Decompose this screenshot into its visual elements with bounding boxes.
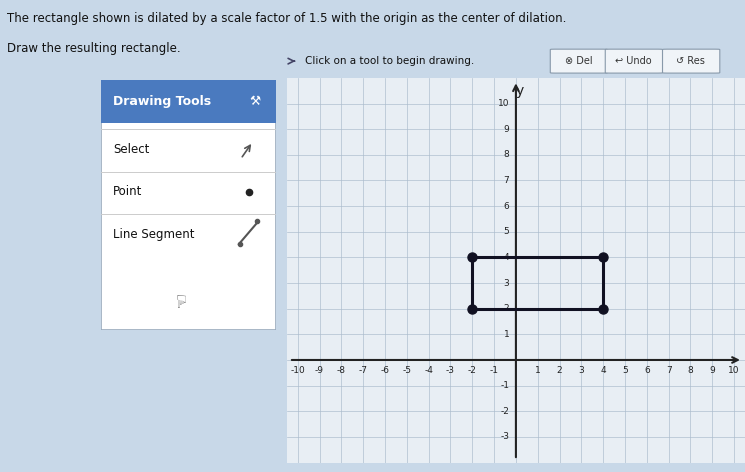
Text: Drawing Tools: Drawing Tools (112, 95, 211, 108)
Text: -3: -3 (446, 366, 455, 375)
Text: 3: 3 (504, 278, 510, 287)
Text: -6: -6 (381, 366, 390, 375)
Text: 4: 4 (600, 366, 606, 375)
Text: -1: -1 (501, 381, 510, 390)
Text: ↺ Res: ↺ Res (676, 56, 706, 66)
Text: -8: -8 (337, 366, 346, 375)
Text: 9: 9 (709, 366, 715, 375)
FancyBboxPatch shape (551, 49, 607, 73)
Text: 6: 6 (644, 366, 650, 375)
Text: y: y (516, 84, 524, 98)
Text: ⊗ Del: ⊗ Del (565, 56, 592, 66)
FancyBboxPatch shape (605, 49, 662, 73)
Text: 10: 10 (729, 366, 740, 375)
Text: 2: 2 (557, 366, 562, 375)
Text: 2: 2 (504, 304, 510, 313)
Text: 7: 7 (666, 366, 671, 375)
FancyBboxPatch shape (101, 80, 276, 330)
FancyBboxPatch shape (662, 49, 720, 73)
Text: 5: 5 (504, 227, 510, 236)
Text: 8: 8 (688, 366, 694, 375)
Text: ☝: ☝ (174, 289, 185, 307)
Text: The rectangle shown is dilated by a scale factor of 1.5 with the origin as the c: The rectangle shown is dilated by a scal… (7, 12, 567, 25)
Text: 4: 4 (504, 253, 510, 262)
Text: Click on a tool to begin drawing.: Click on a tool to begin drawing. (305, 56, 475, 66)
Text: -1: -1 (489, 366, 498, 375)
Text: 10: 10 (498, 99, 510, 108)
Text: 9: 9 (504, 125, 510, 134)
Text: ↩ Undo: ↩ Undo (615, 56, 652, 66)
Text: Point: Point (112, 185, 142, 198)
Text: -10: -10 (291, 366, 305, 375)
Text: -9: -9 (315, 366, 324, 375)
Text: 1: 1 (504, 330, 510, 339)
Text: -5: -5 (402, 366, 411, 375)
Text: ⚒: ⚒ (249, 95, 260, 108)
Text: 5: 5 (622, 366, 628, 375)
Text: -3: -3 (501, 432, 510, 441)
Text: -2: -2 (468, 366, 477, 375)
Text: -2: -2 (501, 407, 510, 416)
Text: Select: Select (112, 143, 149, 156)
Text: 6: 6 (504, 202, 510, 211)
Text: -4: -4 (424, 366, 433, 375)
Text: Line Segment: Line Segment (112, 228, 194, 241)
Text: Draw the resulting rectangle.: Draw the resulting rectangle. (7, 42, 181, 56)
Text: -7: -7 (358, 366, 368, 375)
Text: 8: 8 (504, 150, 510, 160)
FancyBboxPatch shape (101, 80, 276, 123)
Text: 3: 3 (578, 366, 584, 375)
Text: 7: 7 (504, 176, 510, 185)
Text: 1: 1 (535, 366, 541, 375)
